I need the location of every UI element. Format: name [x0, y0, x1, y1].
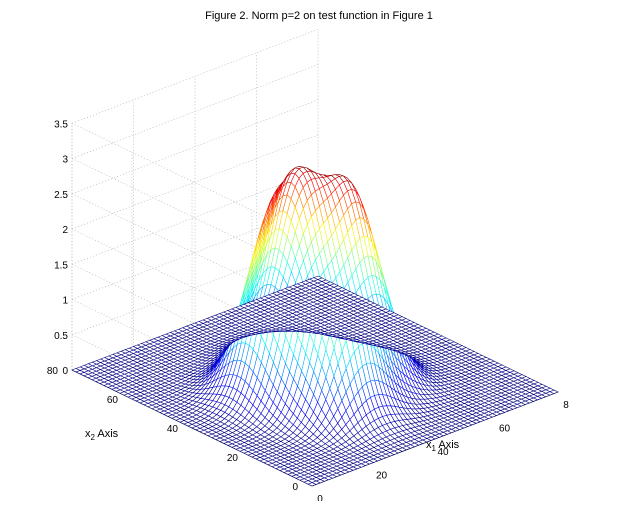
y-tick-label: 0 — [292, 482, 298, 493]
y-tick-label: 80 — [47, 366, 59, 377]
z-tick-label: 1.5 — [54, 260, 68, 271]
surface-mesh — [72, 166, 558, 486]
x-tick-label: 20 — [376, 471, 388, 482]
chart-title: Figure 2. Norm p=2 on test function in F… — [0, 10, 638, 22]
y-tick-label: 60 — [107, 395, 119, 406]
z-tick-label: 0.5 — [54, 331, 68, 342]
x-axis-label: x1 Axis — [426, 439, 460, 453]
x-tick-label: 8 — [563, 400, 569, 411]
y-tick-label: 40 — [167, 424, 179, 435]
x-tick-label: 60 — [499, 424, 511, 435]
z-tick-label: 2 — [62, 225, 68, 236]
y-axis-label: x2 Axis — [85, 428, 119, 442]
z-tick-label: 3 — [62, 155, 68, 166]
z-tick-label: 1 — [62, 296, 68, 307]
z-tick-label: 2.5 — [54, 190, 68, 201]
y-tick-label: 20 — [227, 453, 239, 464]
z-tick-label: 3.5 — [54, 119, 68, 130]
grid-line — [72, 29, 318, 123]
x-tick-label: 0 — [317, 494, 323, 501]
z-tick-label: 0 — [62, 366, 68, 377]
